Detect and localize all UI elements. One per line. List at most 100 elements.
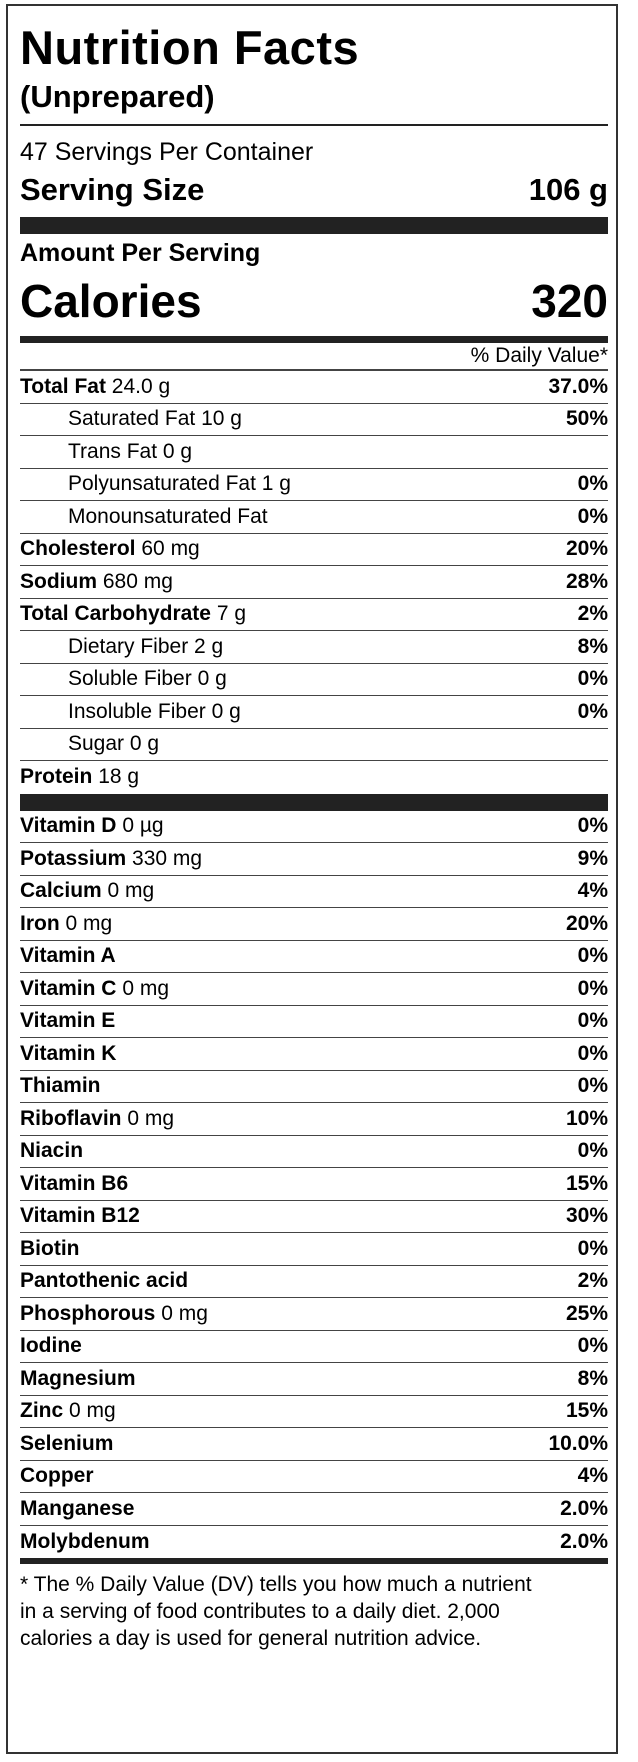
nutrient-name: Selenium	[20, 1431, 114, 1455]
nutrient-name-amount: Niacin	[20, 1139, 83, 1163]
nutrient-amount: 0 mg	[122, 976, 169, 1000]
daily-value-percent: 0%	[577, 1236, 608, 1260]
nutrient-row: Trans Fat 0 g	[20, 436, 608, 469]
daily-value-percent: 4%	[577, 879, 608, 903]
nutrient-name-amount: Thiamin	[20, 1074, 101, 1098]
nutrition-label: Nutrition Facts (Unprepared) 47 Servings…	[6, 4, 618, 1754]
medium-divider	[20, 1558, 608, 1564]
nutrient-row: Monounsaturated Fat 0%	[20, 501, 608, 534]
nutrient-name-amount: Calcium 0 mg	[20, 879, 154, 903]
nutrient-row: Phosphorous 0 mg 25%	[20, 1298, 608, 1331]
amount-per-serving: Amount Per Serving	[20, 239, 261, 267]
daily-value-percent: 8%	[577, 1366, 608, 1390]
daily-value-percent: 28%	[565, 569, 608, 593]
nutrient-name: Vitamin C	[20, 976, 117, 1000]
nutrient-name: Trans Fat	[68, 439, 158, 463]
nutrient-amount: 0 g	[197, 667, 227, 691]
nutrient-row: Vitamin D 0 µg 0%	[20, 811, 608, 843]
nutrient-name-amount: Cholesterol 60 mg	[20, 537, 200, 561]
daily-value-percent: 0%	[577, 976, 608, 1000]
nutrient-amount: 24.0 g	[111, 374, 171, 398]
nutrient-name-amount: Iodine	[20, 1334, 82, 1358]
nutrient-name: Iodine	[20, 1334, 82, 1358]
nutrient-name: Cholesterol	[20, 537, 136, 561]
nutrient-amount: 60 mg	[141, 537, 200, 561]
nutrient-name: Zinc	[20, 1399, 64, 1423]
nutrient-name-amount: Trans Fat 0 g	[20, 440, 192, 464]
daily-value-percent: 50%	[565, 407, 608, 431]
nutrient-name-amount: Sodium 680 mg	[20, 570, 173, 594]
medium-divider	[20, 336, 608, 343]
nutrient-amount: 680 mg	[102, 569, 173, 593]
daily-value-percent: 25%	[565, 1301, 608, 1325]
nutrient-name-amount: Phosphorous 0 mg	[20, 1302, 208, 1326]
nutrient-name: Insoluble Fiber	[68, 699, 206, 723]
daily-value-percent: 0%	[577, 1009, 608, 1033]
nutrient-name: Soluble Fiber	[68, 667, 192, 691]
nutrient-name: Vitamin A	[20, 944, 116, 968]
nutrient-name-amount: Potassium 330 mg	[20, 847, 202, 871]
nutrient-row: Vitamin B6 15%	[20, 1168, 608, 1201]
nutrient-row: Cholesterol 60 mg 20%	[20, 534, 608, 566]
nutrient-row: Copper 4%	[20, 1461, 608, 1493]
nutrient-row: Polyunsaturated Fat 1 g 0%	[20, 469, 608, 501]
nutrient-name: Vitamin B12	[20, 1204, 140, 1228]
nutrient-name-amount: Vitamin B12	[20, 1204, 140, 1228]
daily-value-percent: 0%	[577, 1041, 608, 1065]
daily-value-percent: 0%	[577, 1139, 608, 1163]
nutrient-name-amount: Soluble Fiber 0 g	[20, 667, 227, 691]
nutrient-name-amount: Insoluble Fiber 0 g	[20, 700, 241, 724]
nutrient-name: Thiamin	[20, 1074, 101, 1098]
nutrient-row: Magnesium 8%	[20, 1363, 608, 1396]
nutrient-name-amount: Manganese	[20, 1497, 134, 1521]
nutrient-amount: 7 g	[216, 602, 247, 626]
nutrient-amount: 0 mg	[65, 911, 113, 935]
servings-per-container: 47 Servings Per Container	[20, 138, 314, 166]
nutrient-row: Biotin 0%	[20, 1233, 608, 1266]
nutrient-name: Niacin	[20, 1139, 84, 1163]
daily-value-percent: 2.0%	[560, 1529, 608, 1553]
nutrient-name: Phosphorous	[20, 1301, 156, 1325]
serving-size-label: Serving Size	[20, 172, 205, 207]
nutrient-name: Biotin	[20, 1236, 80, 1260]
daily-value-percent: 2%	[577, 602, 608, 626]
nutrient-amount: 0 mg	[107, 879, 155, 903]
nutrient-amount: 0 mg	[69, 1399, 116, 1423]
daily-value-percent: 20%	[565, 911, 608, 935]
nutrient-name: Vitamin D	[20, 814, 117, 838]
label-subtitle: (Unprepared)	[20, 79, 215, 114]
calories-value: 320	[531, 275, 608, 327]
nutrient-amount: 2 g	[194, 634, 224, 658]
nutrient-amount: 0 mg	[161, 1301, 208, 1325]
micronutrient-list: Vitamin D 0 µg 0% Potassium 330 mg 9% Calciu…	[20, 811, 608, 1559]
nutrient-row: Sodium 680 mg 28%	[20, 566, 608, 599]
nutrient-row: Dietary Fiber 2 g 8%	[20, 631, 608, 664]
nutrient-name-amount: Magnesium	[20, 1367, 136, 1391]
nutrient-name: Protein	[20, 765, 93, 789]
daily-value-percent: 30%	[565, 1204, 608, 1228]
daily-value-percent: 2%	[577, 1269, 608, 1293]
nutrient-name-amount: Iron 0 mg	[20, 912, 112, 936]
nutrient-name: Total Fat	[20, 374, 106, 398]
nutrient-name: Total Carbohydrate	[20, 602, 211, 626]
nutrient-row: Iron 0 mg 20%	[20, 908, 608, 941]
footnote: * The % Daily Value (DV) tells you how m…	[20, 1571, 608, 1652]
daily-value-percent: 0%	[577, 472, 608, 496]
nutrient-name: Monounsaturated Fat	[68, 504, 268, 528]
nutrient-row: Soluble Fiber 0 g 0%	[20, 664, 608, 696]
daily-value-percent: 15%	[565, 1171, 608, 1195]
nutrient-name-amount: Dietary Fiber 2 g	[20, 635, 223, 659]
thick-divider	[20, 217, 608, 234]
nutrient-name-amount: Total Carbohydrate 7 g	[20, 602, 246, 626]
nutrient-row: Iodine 0%	[20, 1331, 608, 1363]
daily-value-percent: 0%	[577, 699, 608, 723]
nutrient-amount: 0 g	[162, 439, 193, 463]
footnote-line: * The % Daily Value (DV) tells you how m…	[20, 1573, 532, 1596]
nutrient-name-amount: Molybdenum	[20, 1530, 150, 1554]
daily-value-percent: 0%	[577, 814, 608, 838]
daily-value-percent: 2.0%	[560, 1496, 608, 1520]
daily-value-percent: 20%	[565, 537, 608, 561]
serving-size-value: 106 g	[528, 172, 608, 207]
nutrient-name: Potassium	[20, 846, 127, 870]
nutrient-name: Sodium	[20, 569, 97, 593]
